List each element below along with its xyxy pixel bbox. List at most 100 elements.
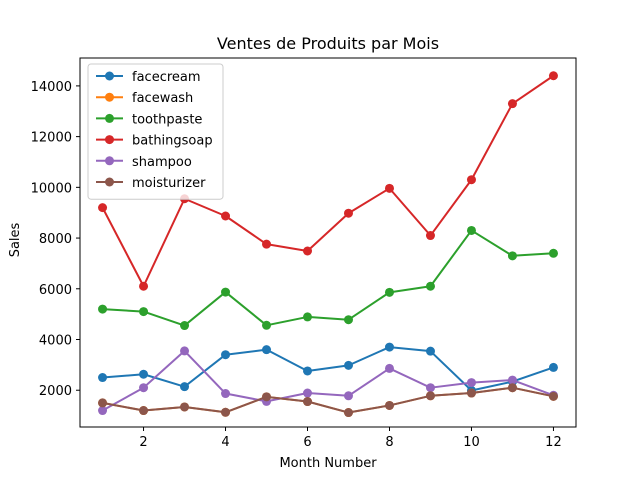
data-point	[303, 397, 313, 407]
data-point	[507, 99, 517, 109]
x-axis-title: Month Number	[279, 456, 377, 471]
data-point	[221, 350, 231, 360]
data-point	[548, 362, 558, 372]
data-point	[425, 231, 435, 241]
legend-swatch-marker	[105, 71, 114, 81]
data-point	[466, 388, 476, 398]
data-point	[303, 312, 313, 322]
legend-item-shampoo: shampoo	[96, 155, 192, 170]
series-shampoo	[98, 346, 558, 416]
series-line	[101, 229, 555, 327]
data-point	[262, 392, 272, 402]
x-tick-label: 8	[385, 435, 393, 450]
data-point	[303, 388, 313, 398]
y-tick-label: 10000	[31, 181, 72, 196]
y-tick-label: 12000	[31, 131, 72, 146]
data-point	[180, 346, 190, 356]
data-point	[384, 342, 394, 352]
data-point	[507, 375, 517, 385]
data-point	[139, 383, 149, 393]
data-point	[139, 281, 149, 291]
legend-item-toothpaste: toothpaste	[96, 112, 202, 127]
series-toothpaste	[98, 225, 558, 331]
chart-title: Ventes de Produits par Mois	[217, 34, 439, 53]
data-point	[180, 402, 190, 412]
y-tick-label: 4000	[39, 334, 72, 349]
data-point	[139, 406, 149, 416]
data-point	[507, 251, 517, 261]
data-point	[425, 346, 435, 356]
data-point	[221, 211, 231, 221]
data-point	[139, 369, 149, 379]
y-axis-title: Sales	[8, 222, 23, 257]
data-point	[548, 71, 558, 81]
data-point	[221, 389, 231, 399]
series-line	[101, 386, 555, 414]
legend-swatch-marker	[105, 177, 114, 187]
data-point	[384, 363, 394, 373]
axes: 2 4 6 8 10 12 2000 4000 6000 8000 10000 12000 14000	[31, 80, 562, 450]
series-line	[101, 346, 555, 392]
legend-label: moisturizer	[132, 176, 206, 191]
x-tick-label: 4	[221, 435, 229, 450]
legend-label: facewash	[132, 91, 193, 106]
data-point	[98, 304, 108, 314]
data-point	[262, 320, 272, 330]
data-point	[343, 360, 353, 370]
legend-swatch-marker	[105, 156, 114, 166]
data-point	[507, 383, 517, 393]
data-point	[262, 239, 272, 249]
data-point	[180, 382, 190, 392]
data-point	[384, 287, 394, 297]
data-point	[384, 400, 394, 410]
series-group	[98, 71, 558, 418]
data-point	[548, 248, 558, 258]
y-tick-label: 14000	[31, 80, 72, 95]
legend-item-bathingsoap: bathingsoap	[96, 134, 213, 149]
data-point	[98, 203, 108, 213]
data-point	[98, 373, 108, 383]
x-tick-label: 10	[463, 435, 480, 450]
data-point	[221, 407, 231, 417]
legend-label: toothpaste	[132, 112, 202, 127]
legend-swatch-marker	[105, 113, 114, 123]
legend: facecream facewash toothpaste bathingsoap sh…	[87, 63, 224, 200]
y-tick-label: 6000	[39, 283, 72, 298]
data-point	[548, 391, 558, 401]
legend-label: shampoo	[132, 155, 192, 170]
data-point	[303, 246, 313, 256]
x-tick-label: 2	[139, 435, 147, 450]
legend-label: bathingsoap	[132, 134, 213, 149]
legend-label: facecream	[132, 70, 201, 85]
data-point	[303, 366, 313, 376]
data-point	[425, 383, 435, 393]
data-point	[180, 321, 190, 331]
data-point	[425, 391, 435, 401]
legend-swatch-marker	[105, 92, 114, 102]
series-bathingsoap	[98, 71, 558, 291]
y-tick-label: 2000	[39, 384, 72, 399]
series-moisturizer	[98, 383, 558, 418]
data-point	[221, 287, 231, 297]
x-tick-label: 6	[303, 435, 311, 450]
legend-swatch-marker	[105, 135, 114, 145]
data-point	[343, 315, 353, 325]
data-point	[343, 391, 353, 401]
data-point	[466, 175, 476, 185]
data-point	[262, 345, 272, 355]
data-point	[139, 307, 149, 317]
legend-item-facewash: facewash	[96, 91, 193, 106]
data-point	[466, 378, 476, 388]
data-point	[384, 183, 394, 193]
data-point	[425, 281, 435, 291]
series-line	[101, 74, 555, 288]
data-point	[466, 225, 476, 235]
data-point	[98, 406, 108, 416]
data-point	[343, 208, 353, 218]
x-tick-label: 12	[545, 435, 562, 450]
data-point	[343, 408, 353, 418]
y-tick-label: 8000	[39, 232, 72, 247]
legend-item-facecream: facecream	[96, 70, 201, 85]
legend-item-moisturizer: moisturizer	[96, 176, 206, 191]
